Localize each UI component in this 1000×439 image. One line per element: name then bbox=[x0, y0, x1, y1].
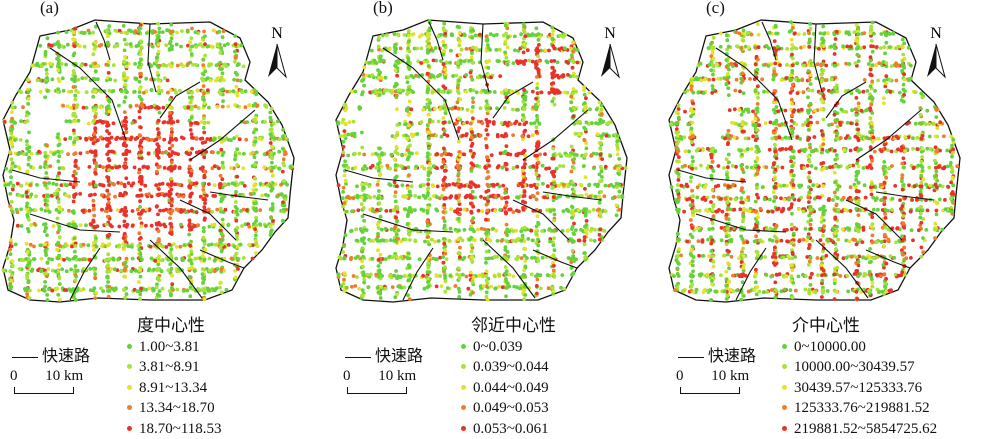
north-label: N bbox=[930, 25, 942, 42]
scale-bar: 0 10 km bbox=[676, 368, 749, 385]
north-arrow: N bbox=[922, 22, 950, 85]
legend-dot-icon bbox=[782, 364, 787, 369]
scale-ten: 10 bbox=[711, 368, 726, 384]
scale-zero: 0 bbox=[676, 368, 684, 384]
legend-dot-icon bbox=[127, 364, 132, 369]
legend-title: 介中心性 bbox=[792, 316, 937, 337]
legend-item: 219881.52~5854725.62 bbox=[780, 419, 937, 439]
scale-ten: 10 bbox=[378, 368, 393, 384]
class-legend: 邻近中心性 0~0.039 0.039~0.044 0.044~0.049 0.… bbox=[459, 316, 556, 439]
legend-dot-icon bbox=[782, 405, 787, 410]
road-label: 快速路 bbox=[708, 348, 756, 365]
legend-item: 8.91~13.34 bbox=[125, 378, 222, 399]
scale-bar-line bbox=[680, 387, 740, 394]
scale-bar: 0 10 km bbox=[343, 368, 416, 385]
north-arrow: N bbox=[263, 22, 291, 85]
road-label: 快速路 bbox=[42, 348, 90, 365]
road-legend: 快速路 bbox=[12, 342, 90, 366]
legend-item: 125333.76~219881.52 bbox=[780, 398, 937, 419]
legend-item: 18.70~118.53 bbox=[125, 419, 222, 439]
north-label: N bbox=[604, 25, 616, 42]
legend-item: 0.049~0.053 bbox=[459, 398, 556, 419]
legend-item: 3.81~8.91 bbox=[125, 357, 222, 378]
legend-dot-icon bbox=[782, 426, 787, 431]
legend-dot-icon bbox=[461, 344, 466, 349]
legend-dot-icon bbox=[782, 344, 787, 349]
legend-item: 30439.57~125333.76 bbox=[780, 378, 937, 399]
scale-bar-line bbox=[347, 387, 407, 394]
scale-zero: 0 bbox=[343, 368, 351, 384]
map-panel-betweenness: (c) N 快速路 0 10 km 介中心性 0~10000.00 10000.… bbox=[666, 0, 999, 427]
north-label: N bbox=[271, 25, 283, 42]
map-panel-closeness: (b) N 快速路 0 10 km 邻近中心性 0~0.039 0.039~0.… bbox=[333, 0, 666, 427]
legend-item: 0.053~0.061 bbox=[459, 419, 556, 439]
north-arrow-icon: N bbox=[263, 22, 291, 80]
legend-dot-icon bbox=[461, 385, 466, 390]
legend-dot-icon bbox=[782, 385, 787, 390]
legend-dot-icon bbox=[461, 364, 466, 369]
legend-dot-icon bbox=[461, 405, 466, 410]
scale-unit: km bbox=[730, 368, 749, 384]
legend-item: 0~0.039 bbox=[459, 337, 556, 358]
scale-bar-line bbox=[14, 387, 74, 394]
map-panel-degree: (a) N 快速路 0 10 km 度中心性 1.00~3.81 3.81~8.… bbox=[0, 0, 333, 427]
legend-dot-icon bbox=[127, 344, 132, 349]
road-line-icon bbox=[12, 357, 38, 358]
north-arrow-icon: N bbox=[596, 22, 624, 80]
legend-item: 1.00~3.81 bbox=[125, 337, 222, 358]
class-legend: 度中心性 1.00~3.81 3.81~8.91 8.91~13.34 13.3… bbox=[125, 316, 222, 439]
class-legend: 介中心性 0~10000.00 10000.00~30439.57 30439.… bbox=[780, 316, 937, 439]
legend-item: 0.039~0.044 bbox=[459, 357, 556, 378]
scale-unit: km bbox=[64, 368, 83, 384]
scale-unit: km bbox=[397, 368, 416, 384]
legend-dot-icon bbox=[461, 426, 466, 431]
scale-ten: 10 bbox=[45, 368, 60, 384]
road-line-icon bbox=[678, 357, 704, 358]
legend-item: 10000.00~30439.57 bbox=[780, 357, 937, 378]
legend-title: 度中心性 bbox=[137, 316, 222, 337]
legend-title: 邻近中心性 bbox=[471, 316, 556, 337]
legend-item: 0~10000.00 bbox=[780, 337, 937, 358]
legend-dot-icon bbox=[127, 405, 132, 410]
north-arrow-icon: N bbox=[922, 22, 950, 80]
legend-item: 0.044~0.049 bbox=[459, 378, 556, 399]
scale-zero: 0 bbox=[10, 368, 18, 384]
legend-dot-icon bbox=[127, 426, 132, 431]
road-legend: 快速路 bbox=[345, 342, 423, 366]
road-legend: 快速路 bbox=[678, 342, 756, 366]
north-arrow: N bbox=[596, 22, 624, 85]
road-label: 快速路 bbox=[375, 348, 423, 365]
legend-dot-icon bbox=[127, 385, 132, 390]
road-line-icon bbox=[345, 357, 371, 358]
legend-item: 13.34~18.70 bbox=[125, 398, 222, 419]
scale-bar: 0 10 km bbox=[10, 368, 83, 385]
